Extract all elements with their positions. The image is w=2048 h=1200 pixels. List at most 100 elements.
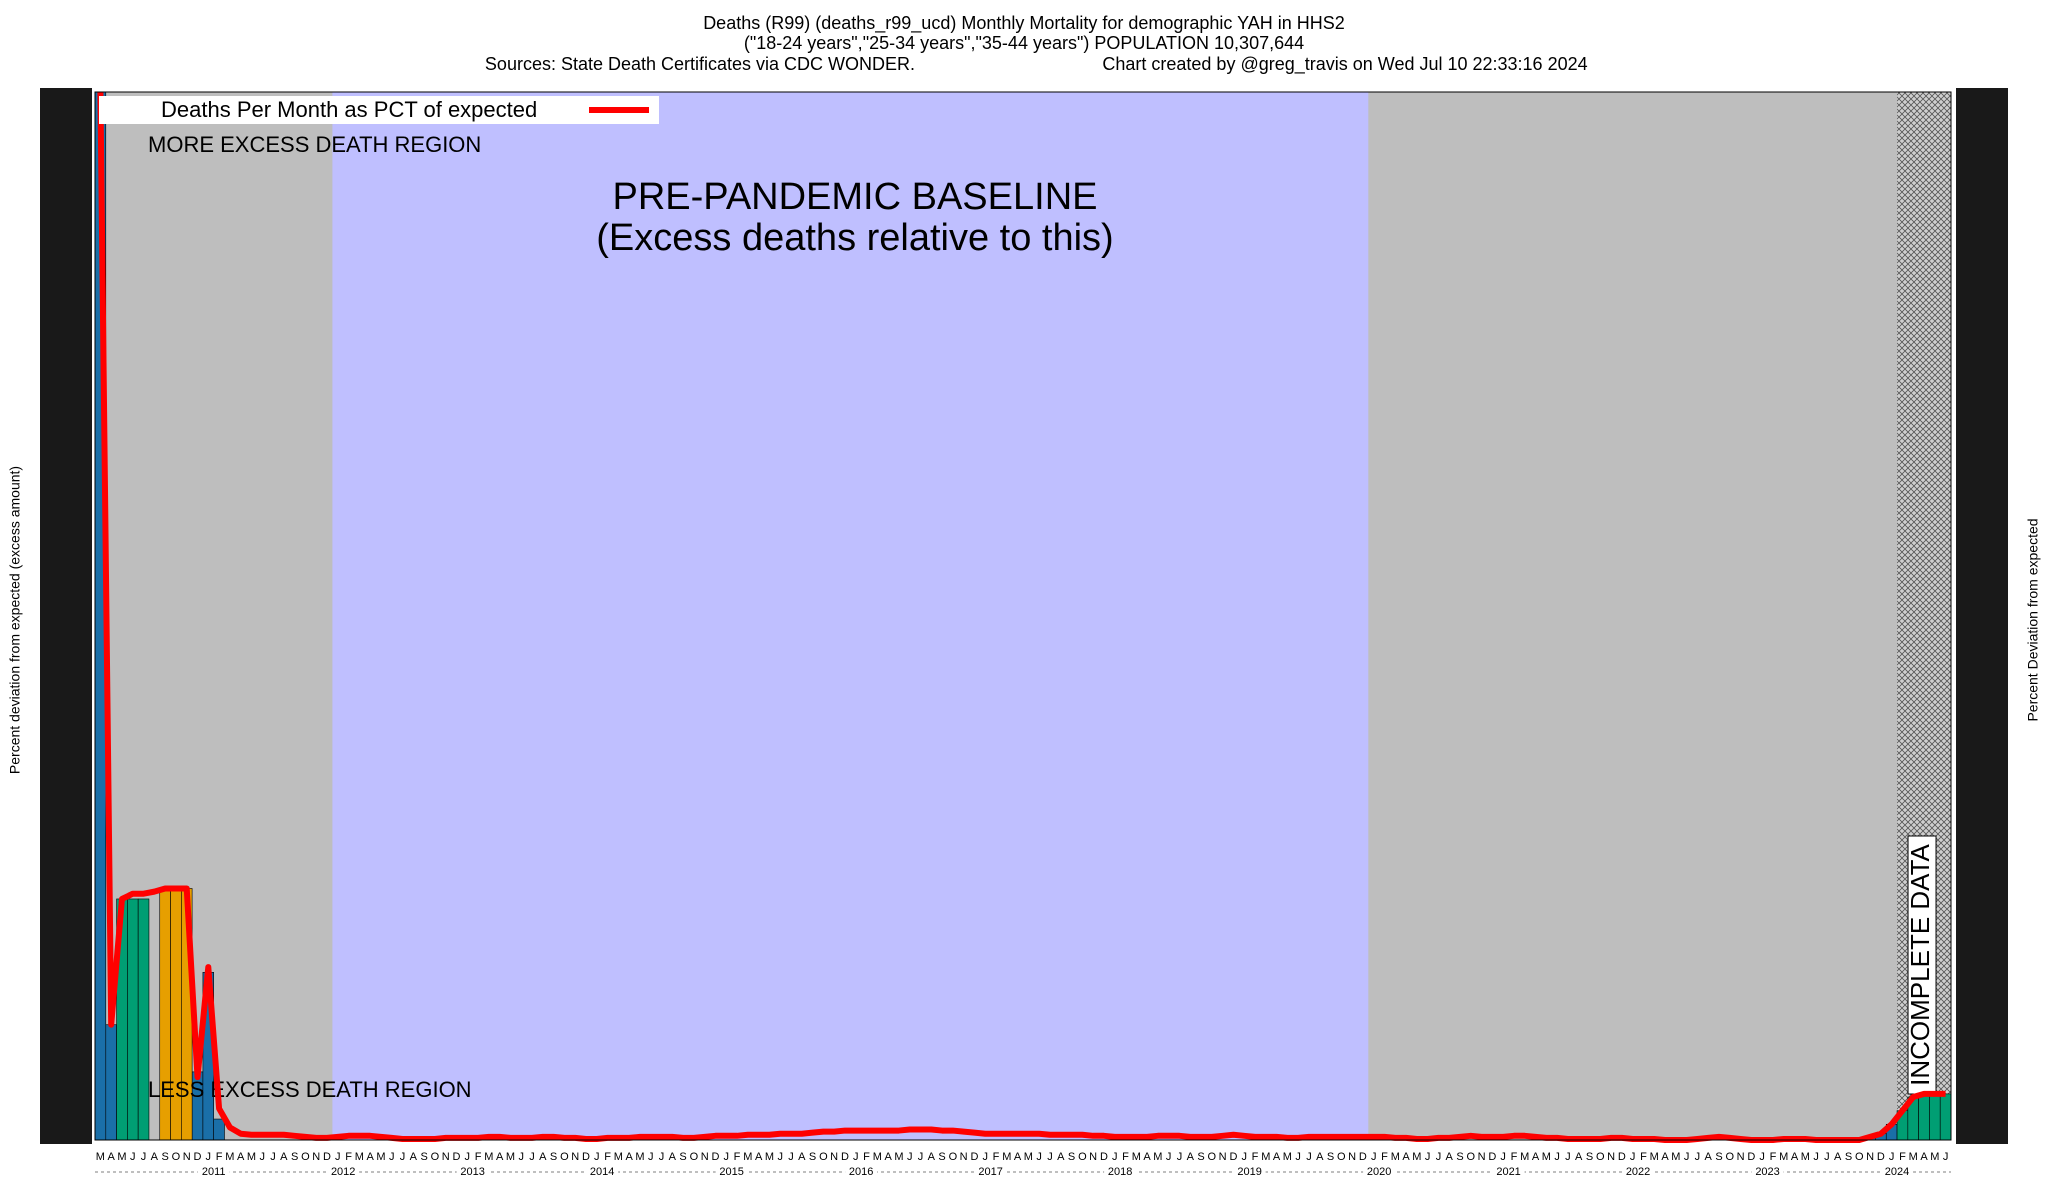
year-label: 2019 <box>1237 1166 1261 1178</box>
x-tick-label: J <box>1166 1151 1172 1163</box>
x-tick-label: J <box>389 1151 395 1163</box>
annotation: LESS EXCESS DEATH REGION <box>148 1077 472 1102</box>
x-tick-label: N <box>1866 1151 1874 1163</box>
x-tick-label: J <box>400 1151 406 1163</box>
x-tick-label: F <box>1122 1151 1129 1163</box>
x-tick-label: S <box>1586 1151 1593 1163</box>
x-tick-label: N <box>1737 1151 1745 1163</box>
year-label: 2015 <box>719 1166 743 1178</box>
x-tick-label: D <box>1359 1151 1367 1163</box>
x-tick-label: S <box>1456 1151 1463 1163</box>
x-tick-label: J <box>260 1151 266 1163</box>
bar <box>105 1024 117 1141</box>
x-tick-label: M <box>635 1151 644 1163</box>
year-label: 2017 <box>978 1166 1002 1178</box>
x-tick-label: N <box>1089 1151 1097 1163</box>
x-tick-label: M <box>1132 1151 1141 1163</box>
x-tick-label: O <box>560 1151 569 1163</box>
year-label-bg <box>1622 1165 1655 1179</box>
x-tick-label: O <box>690 1151 699 1163</box>
x-tick-label: M <box>614 1151 623 1163</box>
year-label-bg <box>974 1165 1007 1179</box>
year-label: 2016 <box>849 1166 873 1178</box>
x-tick-label: M <box>225 1151 234 1163</box>
x-tick-label: O <box>1596 1151 1605 1163</box>
x-tick-label: J <box>724 1151 730 1163</box>
year-label-bg <box>1104 1165 1137 1179</box>
x-tick-label: M <box>355 1151 364 1163</box>
x-tick-label: A <box>410 1151 418 1163</box>
bar <box>127 898 139 1141</box>
x-tick-label: S <box>1715 1151 1722 1163</box>
x-tick-label: F <box>863 1151 870 1163</box>
x-tick-label: A <box>1402 1151 1410 1163</box>
annotation: MORE EXCESS DEATH REGION <box>148 132 481 157</box>
x-tick-label: N <box>442 1151 450 1163</box>
x-tick-label: A <box>1143 1151 1151 1163</box>
year-label: 2024 <box>1885 1166 1909 1178</box>
source: Sources: State Death Certificates via CD… <box>485 54 915 74</box>
year-label-bg <box>1492 1165 1525 1179</box>
x-tick-label: J <box>1695 1151 1701 1163</box>
year-label-bg <box>197 1165 230 1179</box>
x-tick-label: J <box>130 1151 136 1163</box>
y-axis-label: Percent deviation from expected (excess … <box>7 466 23 774</box>
year-label: 2011 <box>202 1166 226 1178</box>
x-tick-label: J <box>1177 1151 1183 1163</box>
x-tick-label: F <box>1640 1151 1647 1163</box>
year-label-bg <box>715 1165 748 1179</box>
x-tick-label: M <box>1520 1151 1529 1163</box>
x-tick-label: J <box>918 1151 924 1163</box>
x-tick-label: A <box>755 1151 763 1163</box>
x-tick-label: F <box>1511 1151 1518 1163</box>
x-tick-label: D <box>711 1151 719 1163</box>
x-tick-label: S <box>1068 1151 1075 1163</box>
annotation: (Excess deaths relative to this) <box>596 217 1113 259</box>
x-tick-label: A <box>1014 1151 1022 1163</box>
x-tick-label: J <box>270 1151 276 1163</box>
bar <box>159 888 171 1141</box>
x-tick-label: F <box>1899 1151 1906 1163</box>
x-tick-label: A <box>1446 1151 1454 1163</box>
line <box>97 91 1946 1143</box>
x-tick-label: D <box>194 1151 202 1163</box>
x-tick-label: J <box>1295 1151 1301 1163</box>
year-label: 2013 <box>460 1166 484 1178</box>
x-tick-label: M <box>1002 1151 1011 1163</box>
chart-subtitle: ("18-24 years","25-34 years","35-44 year… <box>744 33 1304 53</box>
x-tick-label: M <box>765 1151 774 1163</box>
x-tick-label: S <box>809 1151 816 1163</box>
year-label-bg <box>1233 1165 1266 1179</box>
x-tick-label: J <box>1436 1151 1442 1163</box>
x-tick-label: A <box>539 1151 547 1163</box>
year-label-bg <box>327 1165 360 1179</box>
x-tick-label: D <box>841 1151 849 1163</box>
x-tick-label: A <box>798 1151 806 1163</box>
x-tick-label: O <box>1208 1151 1217 1163</box>
x-tick-label: M <box>1801 1151 1810 1163</box>
x-tick-label: M <box>376 1151 385 1163</box>
x-tick-label: J <box>141 1151 147 1163</box>
year-label: 2014 <box>590 1166 614 1178</box>
bar <box>1929 1093 1941 1141</box>
x-tick-label: F <box>1381 1151 1388 1163</box>
x-tick-label: D <box>1618 1151 1626 1163</box>
x-tick-label: M <box>1779 1151 1788 1163</box>
y2-axis-label: Percent Deviation from expected <box>2025 518 2041 721</box>
x-tick-label: M <box>1261 1151 1270 1163</box>
baseline-region <box>332 92 1369 1140</box>
year-label-bg <box>1363 1165 1396 1179</box>
x-tick-label: D <box>1877 1151 1885 1163</box>
x-tick-label: A <box>669 1151 677 1163</box>
x-tick-label: J <box>788 1151 794 1163</box>
x-tick-label: O <box>1855 1151 1864 1163</box>
annotation-box <box>1907 835 1937 1095</box>
x-tick-label: D <box>1100 1151 1108 1163</box>
x-tick-label: J <box>982 1151 988 1163</box>
x-tick-label: A <box>496 1151 504 1163</box>
x-tick-label: J <box>1565 1151 1571 1163</box>
x-tick-label: J <box>1047 1151 1053 1163</box>
x-tick-label: S <box>938 1151 945 1163</box>
x-tick-label: M <box>1153 1151 1162 1163</box>
x-tick-label: J <box>206 1151 212 1163</box>
